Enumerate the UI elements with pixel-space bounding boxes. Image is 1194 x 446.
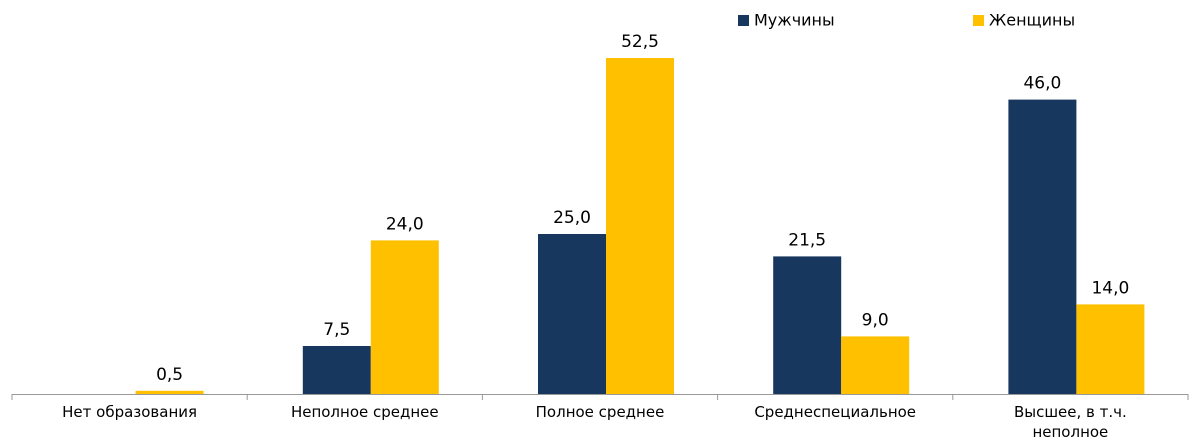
data-label: 9,0 xyxy=(862,310,889,330)
legend-label: Женщины xyxy=(989,11,1075,30)
bar xyxy=(841,336,910,394)
x-tick-label: Полное среднее xyxy=(535,403,665,421)
data-label: 7,5 xyxy=(323,320,350,340)
x-tick-label: Неполное среднее xyxy=(290,403,439,421)
data-label: 52,5 xyxy=(621,32,659,52)
bar xyxy=(538,234,606,394)
legend-swatch xyxy=(973,15,984,26)
data-label: 0,5 xyxy=(156,365,183,385)
data-label: 14,0 xyxy=(1091,278,1129,298)
bar xyxy=(370,240,439,394)
bar xyxy=(135,390,204,394)
x-tick-label: Высшее, в т.ч. неполное xyxy=(1013,403,1127,441)
bar xyxy=(773,256,842,394)
legend-label: Мужчины xyxy=(754,11,835,30)
data-label: 21,5 xyxy=(788,230,826,250)
x-tick-label: Среднеспециальное xyxy=(754,403,917,421)
bar xyxy=(1076,304,1145,394)
bar xyxy=(1008,99,1077,394)
data-label: 46,0 xyxy=(1023,74,1061,94)
data-label: 25,0 xyxy=(553,208,591,228)
bar xyxy=(606,58,674,394)
legend-swatch xyxy=(738,15,749,26)
bar xyxy=(302,346,371,394)
data-label: 24,0 xyxy=(386,214,424,234)
x-tick-label: Нет образования xyxy=(62,403,198,421)
